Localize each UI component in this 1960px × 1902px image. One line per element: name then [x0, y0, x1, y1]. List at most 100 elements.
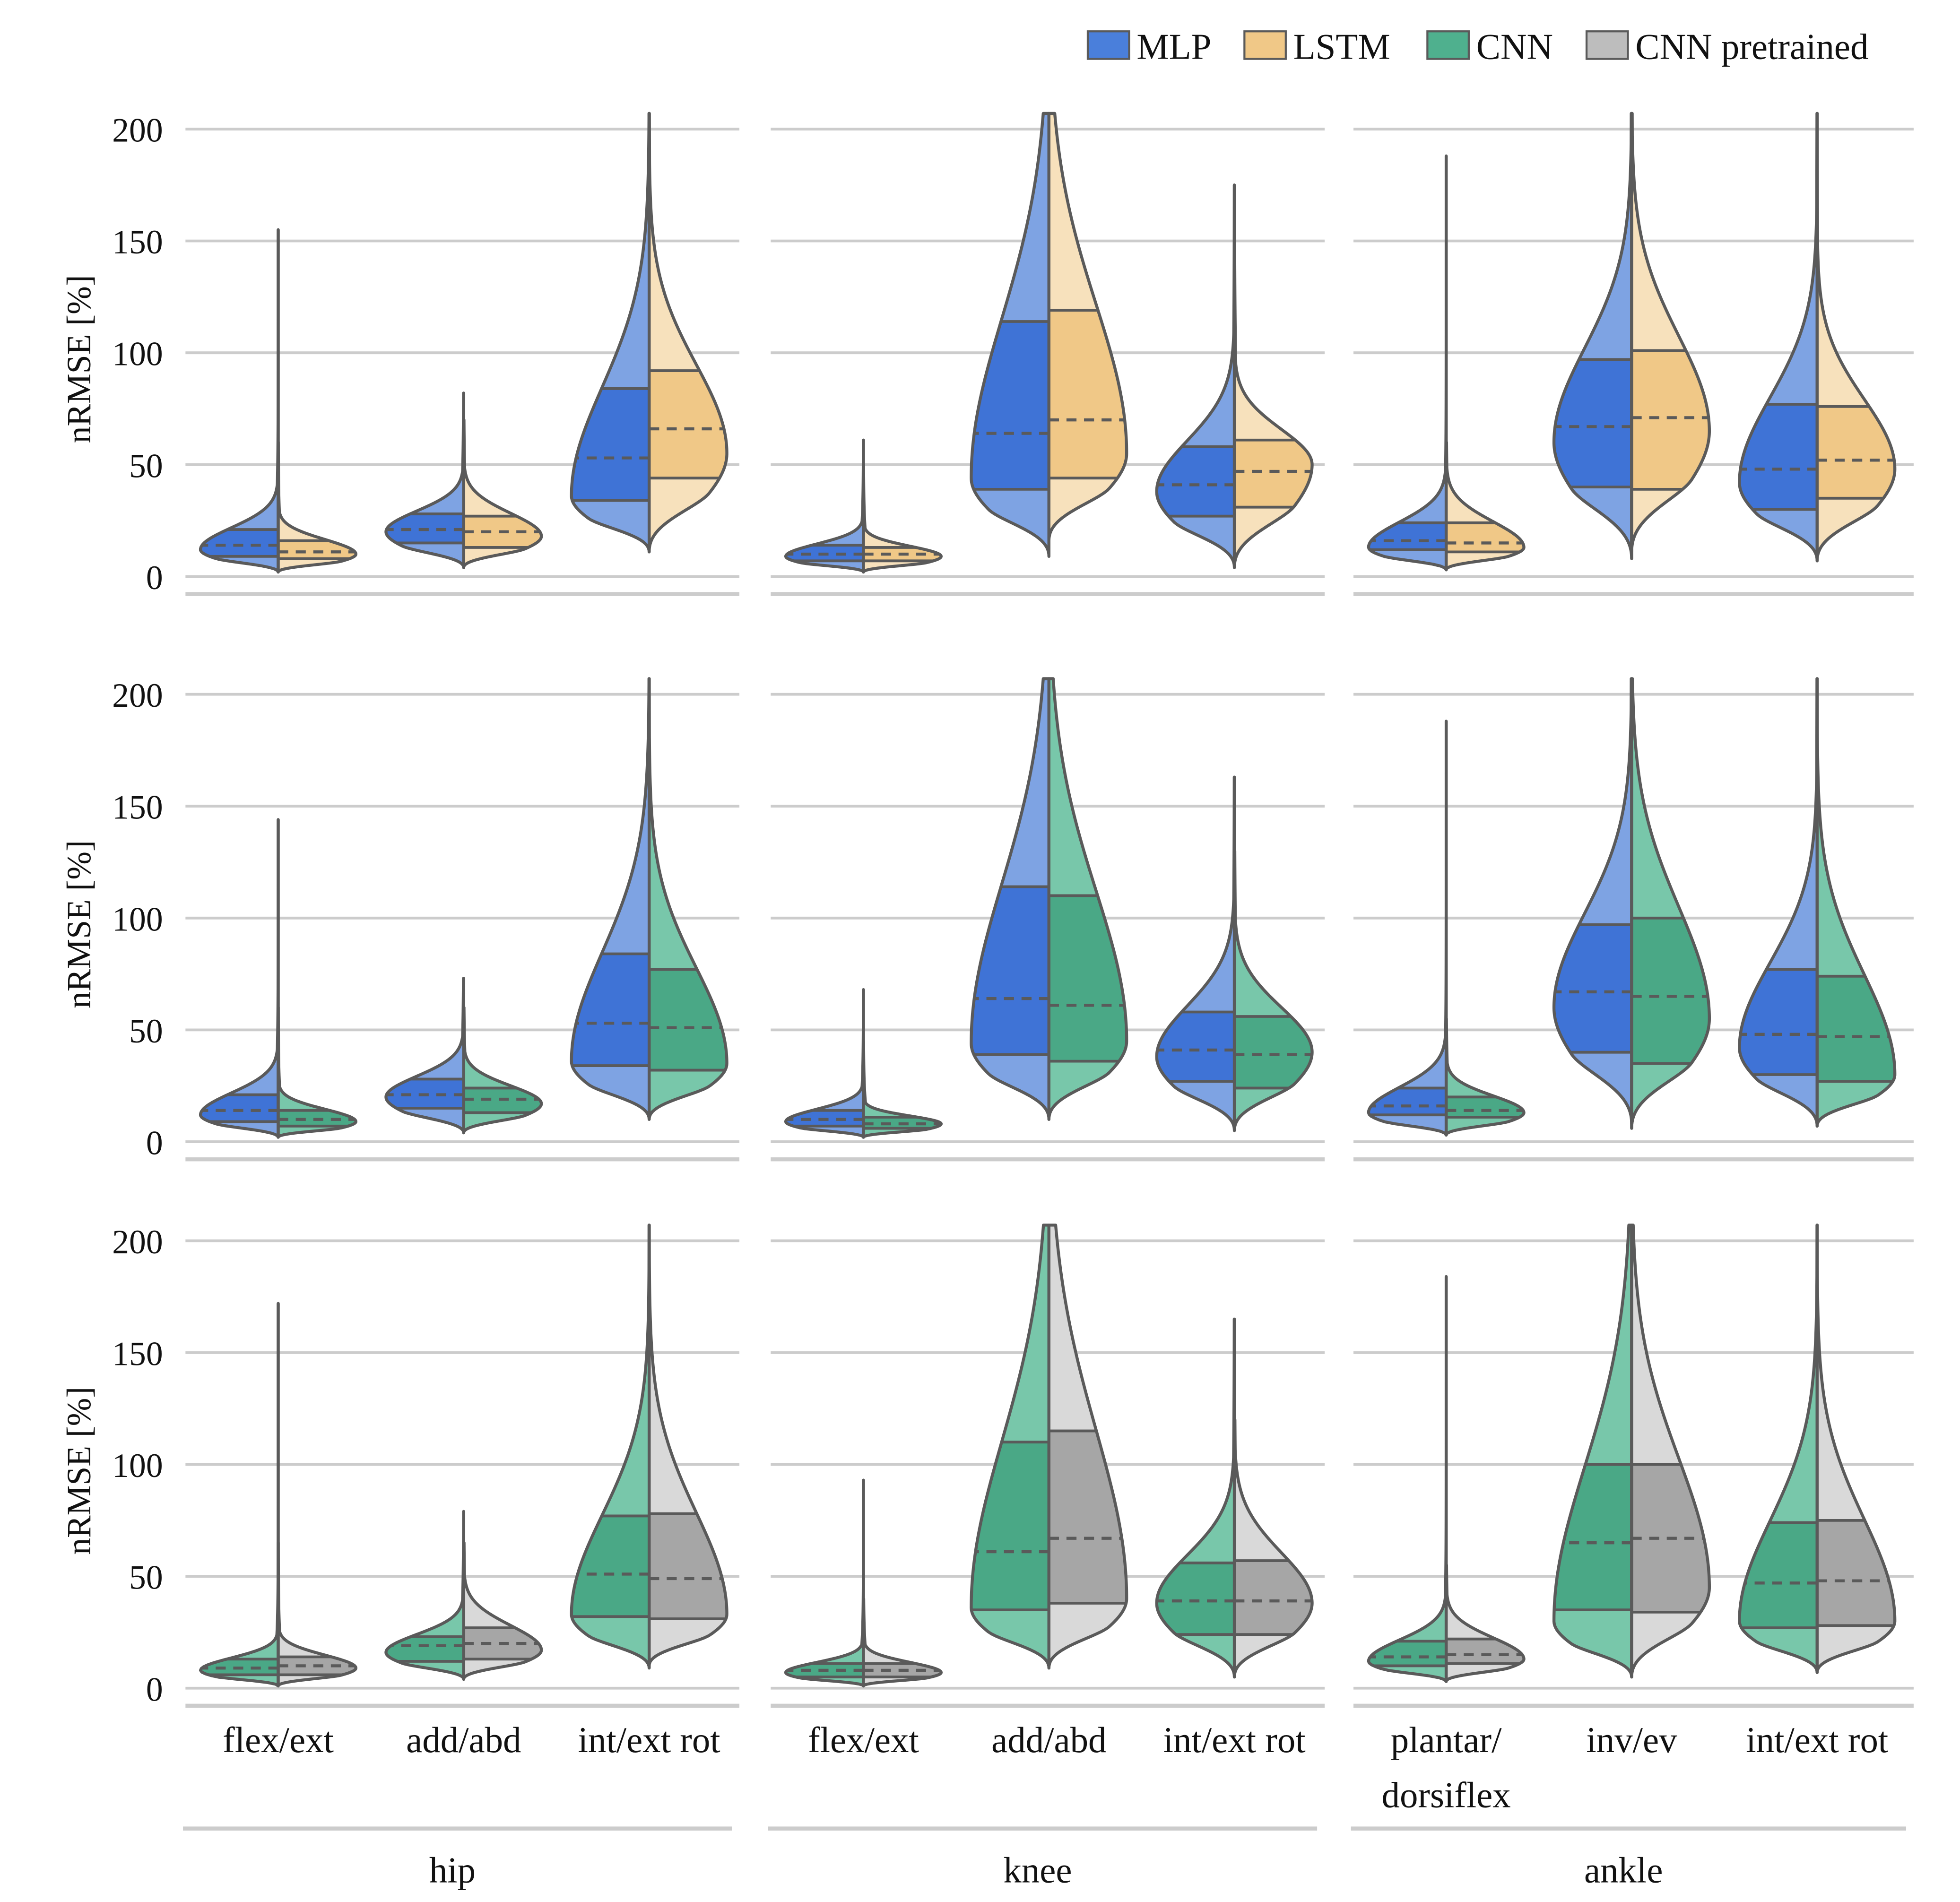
violin-half-cnn-outline: [1367, 1275, 1448, 1683]
y-tick-label: 0: [146, 559, 163, 597]
violin-knee-add-abd: [970, 112, 1128, 558]
y-tick-label: 200: [112, 677, 163, 714]
violin-knee-int-ext-rot: [1155, 1317, 1314, 1679]
violin-knee-add-abd: [970, 677, 1128, 1121]
violin-half-cnn-pretrained-iqr-band: [1446, 1639, 1524, 1664]
violin-half-cnn-iqr-band: [1049, 895, 1127, 1061]
violin-hip-flex-ext: [199, 818, 358, 1139]
violin-half-lstm-iqr-band: [1446, 522, 1524, 552]
violin-half-cnn-outer-fill: [278, 1007, 356, 1138]
y-tick-label: 50: [129, 1559, 163, 1597]
axes: nRMSE [%] 0 50 100 150 200 nRMSE [%] 0 50 100 150 2…: [61, 112, 1907, 1891]
violin-hip-add-abd: [384, 391, 543, 569]
legend-swatch-cnn: [1426, 30, 1470, 60]
violin-half-mlp-iqr-band: [1739, 969, 1817, 1075]
violin-half-mlp-outer-fill: [1368, 721, 1447, 1135]
violin-half-cnn-outline: [1047, 677, 1128, 1121]
violin-ankle-plantar-dorsiflex: [1367, 1275, 1526, 1683]
violin-half-cnn-pretrained-outline: [1630, 1224, 1711, 1679]
x-tick-label-hip-add-abd: add/abd: [406, 1720, 521, 1760]
x-tick-label-hip-flex-ext: flex/ext: [223, 1720, 334, 1760]
y-tick-label: 50: [129, 1013, 163, 1050]
violin-half-mlp-outline: [970, 677, 1050, 1121]
violin-half-cnn-outer-fill: [786, 1480, 864, 1686]
y-axis-label: nRMSE [%]: [61, 275, 98, 443]
violin-half-mlp-outer-fill: [786, 440, 864, 572]
y-tick-label: 200: [112, 112, 163, 149]
violin-half-mlp-iqr-band: [200, 1094, 278, 1122]
violin-knee-int-ext-rot: [1155, 775, 1314, 1132]
legend-label-lstm: LSTM: [1293, 27, 1390, 67]
violin-hip-flex-ext: [199, 1302, 358, 1688]
legend-label-mlp: MLP: [1136, 27, 1211, 67]
violin-half-mlp-outline: [970, 112, 1050, 558]
x-tick-label-ankle-inv-ev: inv/ev: [1586, 1720, 1677, 1760]
violin-half-mlp-iqr-band: [1156, 1012, 1235, 1082]
joint-label-knee: knee: [1003, 1850, 1072, 1891]
violin-half-cnn-outer-fill: [200, 1303, 278, 1686]
joint-label-ankle: ankle: [1584, 1850, 1663, 1891]
violin-ankle-int-ext-rot: [1738, 1224, 1897, 1674]
violin-half-lstm-outline: [1047, 112, 1128, 542]
violin-hip-add-abd: [384, 977, 543, 1135]
violin-half-mlp-iqr-band: [200, 530, 278, 556]
y-tick-label: 0: [146, 1671, 163, 1708]
x-tick-label-ankle-plantar-dorsiflex: plantar/dorsiflex: [1382, 1720, 1511, 1815]
y-tick-label: 150: [112, 789, 163, 826]
violin-knee-flex-ext: [784, 988, 943, 1139]
violin-knee-flex-ext: [784, 438, 943, 574]
legend-label-cnn: CNN: [1476, 27, 1553, 67]
y-tick-label: 0: [146, 1124, 163, 1162]
violin-half-mlp-iqr-band: [971, 321, 1049, 489]
y-tick-label: 100: [112, 1447, 163, 1485]
violin-half-lstm-iqr-band: [649, 371, 727, 478]
violin-knee-int-ext-rot: [1155, 183, 1314, 569]
violin-ankle-int-ext-rot: [1738, 112, 1897, 563]
violin-half-mlp-outline: [1552, 112, 1633, 560]
violin-half-cnn-pretrained-outer-fill: [278, 1543, 356, 1686]
violin-half-mlp-outline: [1552, 677, 1633, 1126]
legend-swatch-lstm: [1243, 30, 1287, 60]
violin-half-cnn-outline: [1630, 677, 1711, 1130]
y-axis-label: nRMSE [%]: [61, 1387, 98, 1555]
violin-half-mlp-outer-fill: [200, 229, 278, 572]
violin-half-cnn-iqr-band: [649, 969, 727, 1070]
violin-half-cnn-outline: [970, 1224, 1050, 1670]
violin-ankle-inv-ev: [1552, 677, 1711, 1130]
violin-half-mlp-iqr-band: [971, 886, 1049, 1055]
violin-half-cnn-pretrained-outline: [1047, 1224, 1128, 1670]
violin-half-cnn-outer-fill: [863, 1041, 941, 1138]
y-tick-label: 150: [112, 1335, 163, 1372]
y-axis-label: nRMSE [%]: [61, 840, 98, 1008]
violin-half-lstm-iqr-band: [1234, 440, 1312, 507]
y-tick-label: 150: [112, 224, 163, 261]
violin-ankle-plantar-dorsiflex: [1367, 154, 1526, 572]
violin-half-mlp-iqr-band: [1739, 404, 1817, 510]
violin-hip-int-ext-rot: [570, 112, 728, 554]
violin-half-lstm-iqr-band: [1817, 406, 1895, 498]
violin-half-cnn-outline: [1552, 1224, 1633, 1679]
violin-half-cnn-iqr-band: [1368, 1641, 1447, 1666]
joint-label-hip: hip: [429, 1850, 476, 1891]
x-tick-label-knee-int-ext-rot: int/ext rot: [1163, 1720, 1306, 1760]
violin-hip-int-ext-rot: [570, 1224, 728, 1670]
violin-half-cnn-outline: [199, 1302, 280, 1688]
legend: MLP LSTM CNN CNN pretrained: [1086, 27, 1868, 67]
x-tick-label-knee-flex-ext: flex/ext: [808, 1720, 919, 1760]
violin-ankle-inv-ev: [1552, 112, 1711, 560]
violins: [199, 112, 1897, 1688]
violin-ankle-inv-ev: [1552, 1224, 1711, 1679]
x-tick-label-hip-int-ext-rot: int/ext rot: [578, 1720, 720, 1760]
violin-half-lstm-outer-fill: [863, 464, 941, 572]
violin-half-mlp-iqr-band: [1554, 359, 1632, 487]
violin-knee-add-abd: [970, 1224, 1128, 1670]
violin-half-cnn-iqr-band: [1739, 1522, 1817, 1628]
x-tick-label-ankle-int-ext-rot: int/ext rot: [1746, 1720, 1888, 1760]
legend-label-cnn-pretrained: CNN pretrained: [1635, 27, 1868, 67]
violin-half-cnn-iqr-band: [386, 1636, 464, 1661]
violin-half-cnn-iqr-band: [1446, 1097, 1524, 1117]
y-tick-label: 100: [112, 901, 163, 938]
violin-half-lstm-outline: [1630, 112, 1711, 554]
violin-half-cnn-pretrained-outer-fill: [1234, 1419, 1312, 1677]
